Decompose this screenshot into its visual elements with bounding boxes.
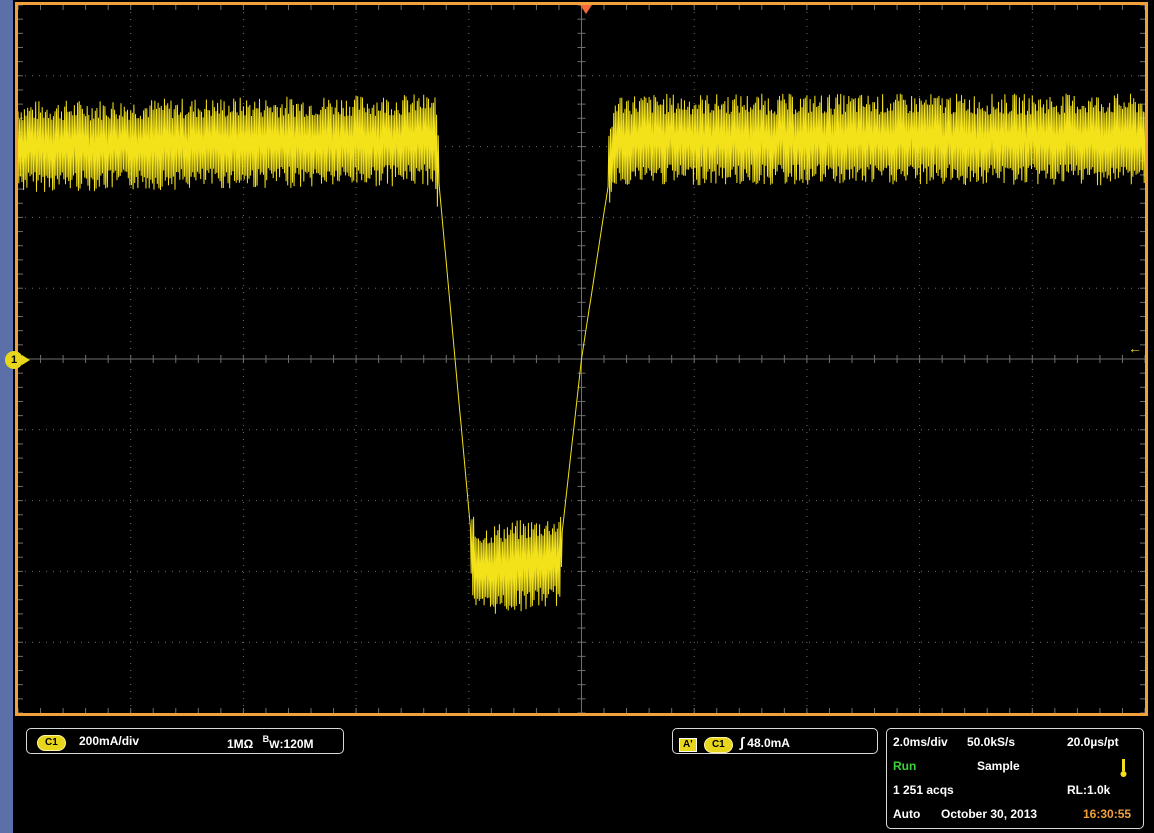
trigger-mode: Auto <box>893 807 921 821</box>
trigger-level: 48.0mA <box>747 736 790 750</box>
channel-badge: C1 <box>37 735 66 751</box>
left-side-bar <box>0 0 13 833</box>
waveform-trace <box>18 93 1145 614</box>
time: 16:30:55 <box>1083 807 1132 821</box>
vertical-scale: 200mA/div <box>79 734 140 748</box>
run-state: Run <box>893 759 917 773</box>
rising-edge-icon: ∫ <box>740 734 744 750</box>
acquisition-mode: Sample <box>977 759 1020 773</box>
record-length: RL:1.0k <box>1067 783 1111 797</box>
trigger-channel-badge: C1 <box>703 737 733 753</box>
acquisition-count: 1 251 acqs <box>893 783 954 797</box>
trigger-level-arrow-icon[interactable]: ← <box>1128 340 1142 356</box>
bandwidth-subscript: W <box>269 739 280 751</box>
trigger-readout-panel[interactable]: A' C1 ∫ 48.0mA <box>672 728 878 754</box>
coupling-bandwidth: 1MΩ BW:120M <box>227 734 314 751</box>
time-per-point: 20.0µs/pt <box>1067 735 1119 749</box>
channel-1-marker-arrow-icon <box>22 355 30 365</box>
bandwidth-symbol: B <box>262 734 270 744</box>
date: October 30, 2013 <box>941 807 1038 821</box>
trigger-status-icon <box>1119 757 1129 782</box>
channel-1-ground-marker[interactable]: 1 <box>5 351 23 369</box>
input-impedance: 1MΩ <box>227 737 254 751</box>
bandwidth-limit: :120M <box>279 737 314 751</box>
acquisition-panel[interactable]: 2.0ms/div 50.0kS/s 20.0µs/pt Run Sample … <box>886 728 1144 829</box>
sample-rate: 50.0kS/s <box>967 735 1016 749</box>
graticule-svg <box>18 5 1145 713</box>
channel-readout-panel[interactable]: C1 200mA/div 1MΩ BW:120M <box>26 728 344 754</box>
trigger-position-icon[interactable] <box>580 5 592 14</box>
horizontal-scale: 2.0ms/div <box>893 735 948 749</box>
trigger-source-badge: A' <box>679 738 697 752</box>
